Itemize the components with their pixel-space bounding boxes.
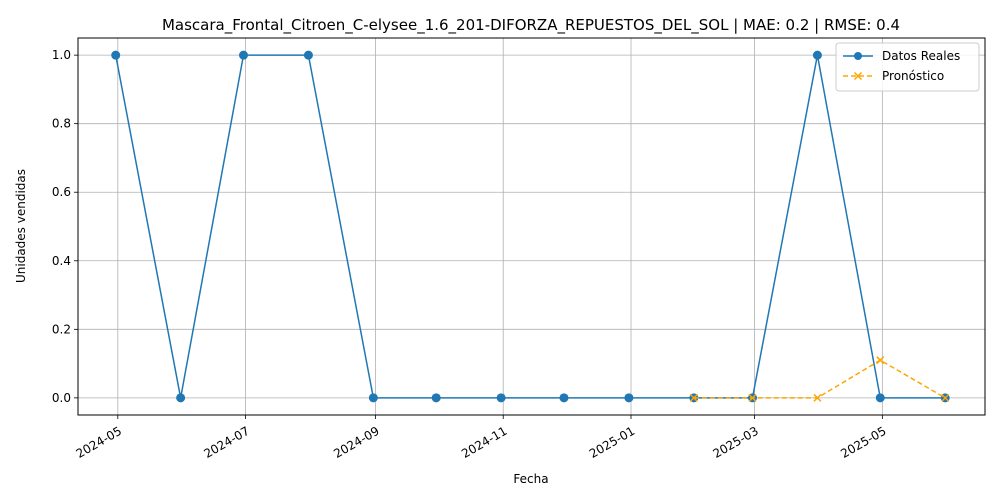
data-point-1 <box>876 356 885 365</box>
data-point-0 <box>431 393 441 403</box>
y-tick-label: 0.6 <box>52 185 71 199</box>
x-axis-label: Fecha <box>513 472 548 486</box>
x-marker-stroke <box>689 393 698 402</box>
data-point-0 <box>111 50 121 60</box>
y-tick-label: 0.0 <box>52 391 71 405</box>
legend-label-datos-reales: Datos Reales <box>882 49 960 63</box>
y-tick-label: 0.8 <box>52 117 71 131</box>
data-point-1 <box>813 393 822 402</box>
data-point-0 <box>238 50 248 60</box>
chart-title: Mascara_Frontal_Citroen_C-elysee_1.6_201… <box>162 16 900 35</box>
data-point-0 <box>875 393 885 403</box>
data-point-0 <box>496 393 506 403</box>
legend-marker-datos-reales <box>854 52 862 60</box>
x-marker-stroke <box>813 393 822 402</box>
data-point-1 <box>689 393 698 402</box>
series <box>111 50 950 403</box>
x-marker-stroke <box>748 393 757 402</box>
data-point-0 <box>624 393 634 403</box>
series-line-0 <box>114 54 946 399</box>
y-axis-label: Unidades vendidas <box>14 169 28 283</box>
y-tick-label: 0.4 <box>52 254 71 268</box>
x-marker-stroke <box>941 393 950 402</box>
legend: Datos Reales Pronóstico <box>835 42 980 92</box>
data-point-1 <box>748 393 757 402</box>
data-point-0 <box>559 393 569 403</box>
y-tick-label: 0.2 <box>52 322 71 336</box>
legend-box <box>835 42 980 92</box>
legend-marker-pronostico <box>853 71 863 81</box>
x-marker-stroke <box>853 71 863 81</box>
data-point-0 <box>368 393 378 403</box>
plot-area-frame <box>77 37 986 416</box>
data-point-0 <box>303 50 313 60</box>
y-tick-label: 1.0 <box>52 48 71 62</box>
data-point-1 <box>941 393 950 402</box>
grid <box>78 38 985 415</box>
legend-label-pronostico: Pronóstico <box>882 69 944 83</box>
data-point-0 <box>176 393 186 403</box>
x-marker-stroke <box>876 356 885 365</box>
data-point-0 <box>812 50 822 60</box>
